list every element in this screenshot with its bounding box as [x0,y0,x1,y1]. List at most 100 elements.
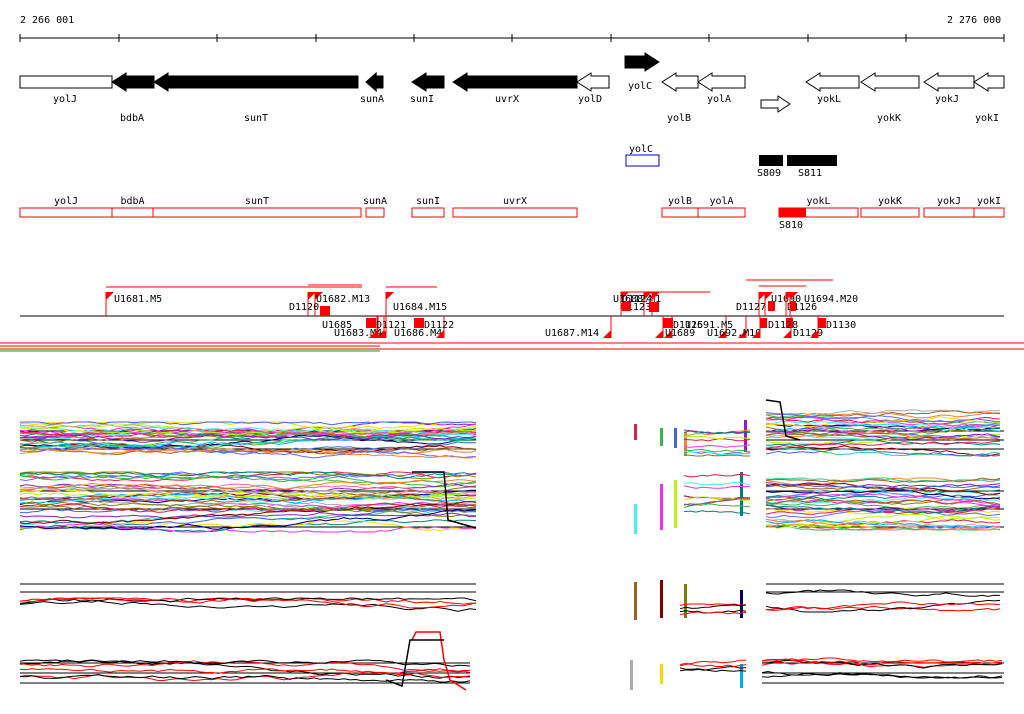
red-gene-box[interactable] [19,207,113,218]
marker-block[interactable] [760,318,767,328]
marker-block[interactable] [366,318,376,328]
marker-block[interactable] [414,318,424,328]
lower-marker-flag[interactable] [655,330,663,338]
red-gene-label: sunI [416,196,440,207]
profile-line [765,426,1001,433]
lower-marker-flag[interactable] [783,330,791,338]
upper-marker-flag[interactable] [790,292,798,300]
profile-line [683,473,751,478]
profile-peak [412,471,477,529]
upper-marker-flag[interactable] [315,292,323,300]
marker-block[interactable] [622,302,631,311]
profile-line [765,501,1001,510]
red-gene-box[interactable] [661,207,699,218]
red-gene-box[interactable] [860,207,920,218]
gene-arrow-yokK[interactable] [860,72,920,92]
profile-line [19,492,477,504]
profile-line [19,448,477,459]
upper-marker-flag[interactable] [106,292,114,300]
lower-marker-label: U1686.M4 [394,328,442,339]
upper-marker-flag[interactable] [308,292,316,300]
profile-line [19,491,477,501]
red-gene-label: yokK [878,196,902,207]
marker-block[interactable] [649,302,659,312]
red-gene-label: bdbA [120,196,144,207]
gene-arrow-yokI[interactable] [973,72,1005,92]
profile-line [679,604,747,610]
gene-arrow-yolD[interactable] [576,72,610,92]
marker-block[interactable] [786,318,793,328]
gene-arrow-sunI[interactable] [411,72,445,92]
red-gene-box[interactable] [973,207,1005,218]
black-feature-s811[interactable] [787,155,837,166]
marker-block[interactable] [320,306,330,316]
blue-feature[interactable] [625,154,660,167]
red-feature-block[interactable] [779,208,806,217]
gene-label: sunA [360,94,384,105]
profile-line [683,435,751,440]
profile-line [766,411,1001,419]
profile-peak [765,399,801,441]
gene-arrow-sunT[interactable] [153,72,359,92]
lower-marker-flag[interactable] [369,330,377,338]
gene-label: yokK [877,113,901,124]
upper-marker-flag[interactable] [765,292,773,300]
lower-marker-flag[interactable] [718,330,726,338]
upper-marker-label: U1688.M1 [613,294,661,305]
gene-arrow-unnamed[interactable] [760,95,791,113]
profile-line [679,666,747,672]
black-feature-s809[interactable] [759,155,783,166]
red-gene-label: yolB [668,196,692,207]
gene-arrow-yokJ[interactable] [923,72,975,92]
gene-arrow-yolC[interactable] [624,52,660,72]
profile-line [765,477,1001,484]
upper-marker-label: U1682.M13 [316,294,370,305]
marker-block[interactable] [663,318,673,328]
gene-arrow-yolB[interactable] [661,72,699,92]
red-gene-box[interactable] [697,207,746,218]
red-gene-box[interactable] [111,207,154,218]
lower-marker-flag[interactable] [436,330,444,338]
red-gene-box[interactable] [365,207,385,218]
upper-marker-flag[interactable] [652,292,660,300]
profile-line [683,498,751,506]
red-gene-box[interactable] [152,207,362,218]
profile-line [765,430,1001,441]
lower-marker-label: U1689 [665,328,695,339]
profile-line [765,482,1001,489]
gene-arrow-yolJ[interactable] [19,75,113,89]
upper-marker-label: U1694.M20 [804,294,858,305]
gene-arrow-bdbA[interactable] [111,72,155,92]
lower-marker-flag[interactable] [738,330,746,338]
red-feature-label: S810 [779,220,803,231]
marker-block[interactable] [790,301,796,311]
upper-marker-flag[interactable] [386,292,394,300]
upper-marker-label: D1124 [622,294,652,305]
end-coordinate: 2 276 000 [947,15,1001,26]
marker-block[interactable] [768,301,775,311]
lower-marker-flag[interactable] [752,330,760,338]
lower-marker-flag[interactable] [810,330,818,338]
lower-marker-flag[interactable] [603,330,611,338]
red-gene-box[interactable] [411,207,445,218]
marker-block[interactable] [818,318,826,328]
gene-arrow-yolA[interactable] [697,72,746,92]
profile-line [19,494,477,509]
gene-arrow-uvrX[interactable] [452,72,578,92]
upper-marker-flag[interactable] [621,292,629,300]
profile-line [19,434,477,450]
marker-track: U1681.M5D1120U1682.M13U1684.M15U1688.M1D… [0,279,1024,352]
profile-spike [660,580,663,618]
gene-arrow-yokL[interactable] [805,72,860,92]
upper-marker-flag[interactable] [644,292,652,300]
red-gene-box[interactable] [923,207,975,218]
profile-line [761,658,1003,666]
profile-line [761,661,1003,668]
red-gene-box[interactable] [452,207,578,218]
lower-marker-flag[interactable] [378,330,386,338]
gene-arrow-sunA[interactable] [365,71,384,93]
profile-spike [634,582,637,620]
lower-marker-flag[interactable] [664,330,672,338]
profile-line [19,668,471,678]
gene-label: yolC [628,81,652,92]
